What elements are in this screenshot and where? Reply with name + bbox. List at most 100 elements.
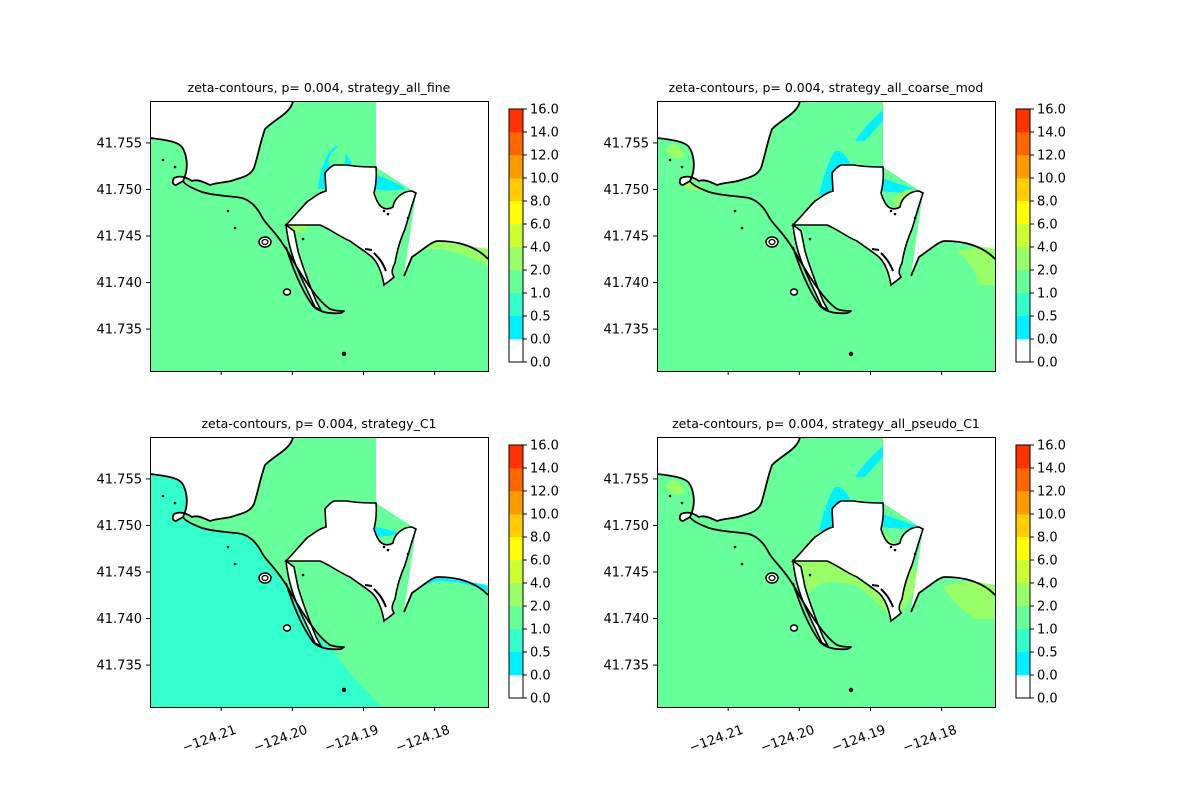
y-tick-label: 41.735 [97,659,143,674]
colorbar-segment [509,560,523,584]
colorbar-segment [509,293,523,317]
colorbar-label: 10.0 [530,508,559,523]
colorbar-label: 8.0 [1037,531,1058,546]
colorbar-label: 14.0 [530,126,559,141]
contour-patch [943,581,995,619]
colorbar-segment [509,514,523,538]
rock [848,351,854,357]
land-upper [150,101,293,185]
colorbar: 0.0 0.0 0.5 1.0 2.0 4.0 6.0 8.0 10.0 12.0 14.0 16.0 [508,103,559,371]
rock [889,545,893,549]
colorbar-segment [509,652,523,676]
y-tick-label: 41.745 [97,566,143,581]
colorbar-segment [1016,560,1030,584]
rock [301,237,305,241]
contour-patch [665,480,685,495]
colorbar-label: 1.0 [1037,623,1058,638]
rock [386,548,390,552]
island [765,572,779,584]
jetty [792,559,830,648]
colorbar-segment [1016,270,1030,294]
rock [341,687,347,693]
rock [893,212,897,216]
coastline [689,180,852,315]
colorbar-label: 0.0 [530,692,551,707]
panel-strategy-all-coarse-mod: zeta-contours, p= 0.004, strategy_all_co… [604,80,1066,375]
coastline [910,576,995,613]
rock [173,501,177,505]
colorbar-label: 0.5 [530,646,551,661]
x-tick-label: −124.21 [180,723,238,756]
land-right [376,101,488,276]
rock [233,226,237,230]
colorbar-label: 10.0 [530,172,559,187]
panel-strategy-c1: zeta-contours, p= 0.004, strategy_C1 41.… [97,416,559,756]
contour-field [657,437,995,707]
y-tick-label: 41.740 [97,612,143,627]
colorbar-label: 8.0 [1037,195,1058,210]
y-tick-label: 41.750 [97,183,143,198]
rock [913,216,917,220]
rock [173,165,177,169]
x-tick-label: −124.19 [830,723,888,756]
colorbar-segment [1016,247,1030,271]
land-right [376,437,488,612]
rock [406,216,410,220]
colorbar-segment [1016,293,1030,317]
panel-title: zeta-contours, p= 0.004, strategy_all_co… [669,80,984,95]
island [768,574,776,582]
colorbar-label: 10.0 [1037,508,1066,523]
land-right [883,101,995,276]
y-tick-label: 41.755 [604,136,650,151]
colorbar-segment [1016,514,1030,538]
axes-frame [150,101,489,372]
colorbar-label: 14.0 [1037,126,1066,141]
rock [226,209,230,213]
island [258,236,272,248]
colorbar-segment [1016,178,1030,202]
land-upper [657,101,800,185]
colorbar-label: 0.0 [1037,356,1058,371]
rock [382,545,386,549]
colorbar-label: 4.0 [530,241,551,256]
plot-area: 41.735 41.740 41.745 41.750 41.755 [604,101,996,375]
panel-title: zeta-contours, p= 0.004, strategy_C1 [201,416,436,431]
jetty [285,223,323,312]
axes-frame [657,101,996,372]
colorbar-segment [1016,445,1030,469]
coastline [150,437,294,522]
coastline [403,240,488,277]
colorbar-frame [508,444,524,699]
x-tick-label: −124.18 [394,723,452,756]
colorbar-label: 12.0 [1037,149,1066,164]
colorbar-segment [509,583,523,607]
rock [889,209,893,213]
rock [386,212,390,216]
y-tick-label: 41.745 [604,566,650,581]
colorbar-label: 14.0 [1037,462,1066,477]
coastline [910,240,995,277]
rock [733,209,737,213]
colorbar-segment [509,109,523,133]
y-tick-label: 41.740 [97,276,143,291]
reef [364,584,387,608]
colorbar-label: 4.0 [530,577,551,592]
panel-title: zeta-contours, p= 0.004, strategy_all_ps… [672,416,980,431]
y-tick-label: 41.755 [97,472,143,487]
colorbar-label: 16.0 [1037,103,1066,118]
colorbar-label: 0.0 [530,333,551,348]
colorbar-segment [509,155,523,179]
colorbar-segment [1016,629,1030,653]
rock [893,548,897,552]
y-tick-label: 41.755 [97,136,143,151]
colorbar-segment [509,606,523,630]
coastline [689,516,852,651]
colorbar-segment [509,537,523,561]
land-right [883,437,995,612]
rock [341,351,347,357]
colorbar-label: 14.0 [530,462,559,477]
rock [733,545,737,549]
rock [161,494,165,498]
contour-patch [665,144,685,159]
colorbar-label: 0.0 [1037,333,1058,348]
